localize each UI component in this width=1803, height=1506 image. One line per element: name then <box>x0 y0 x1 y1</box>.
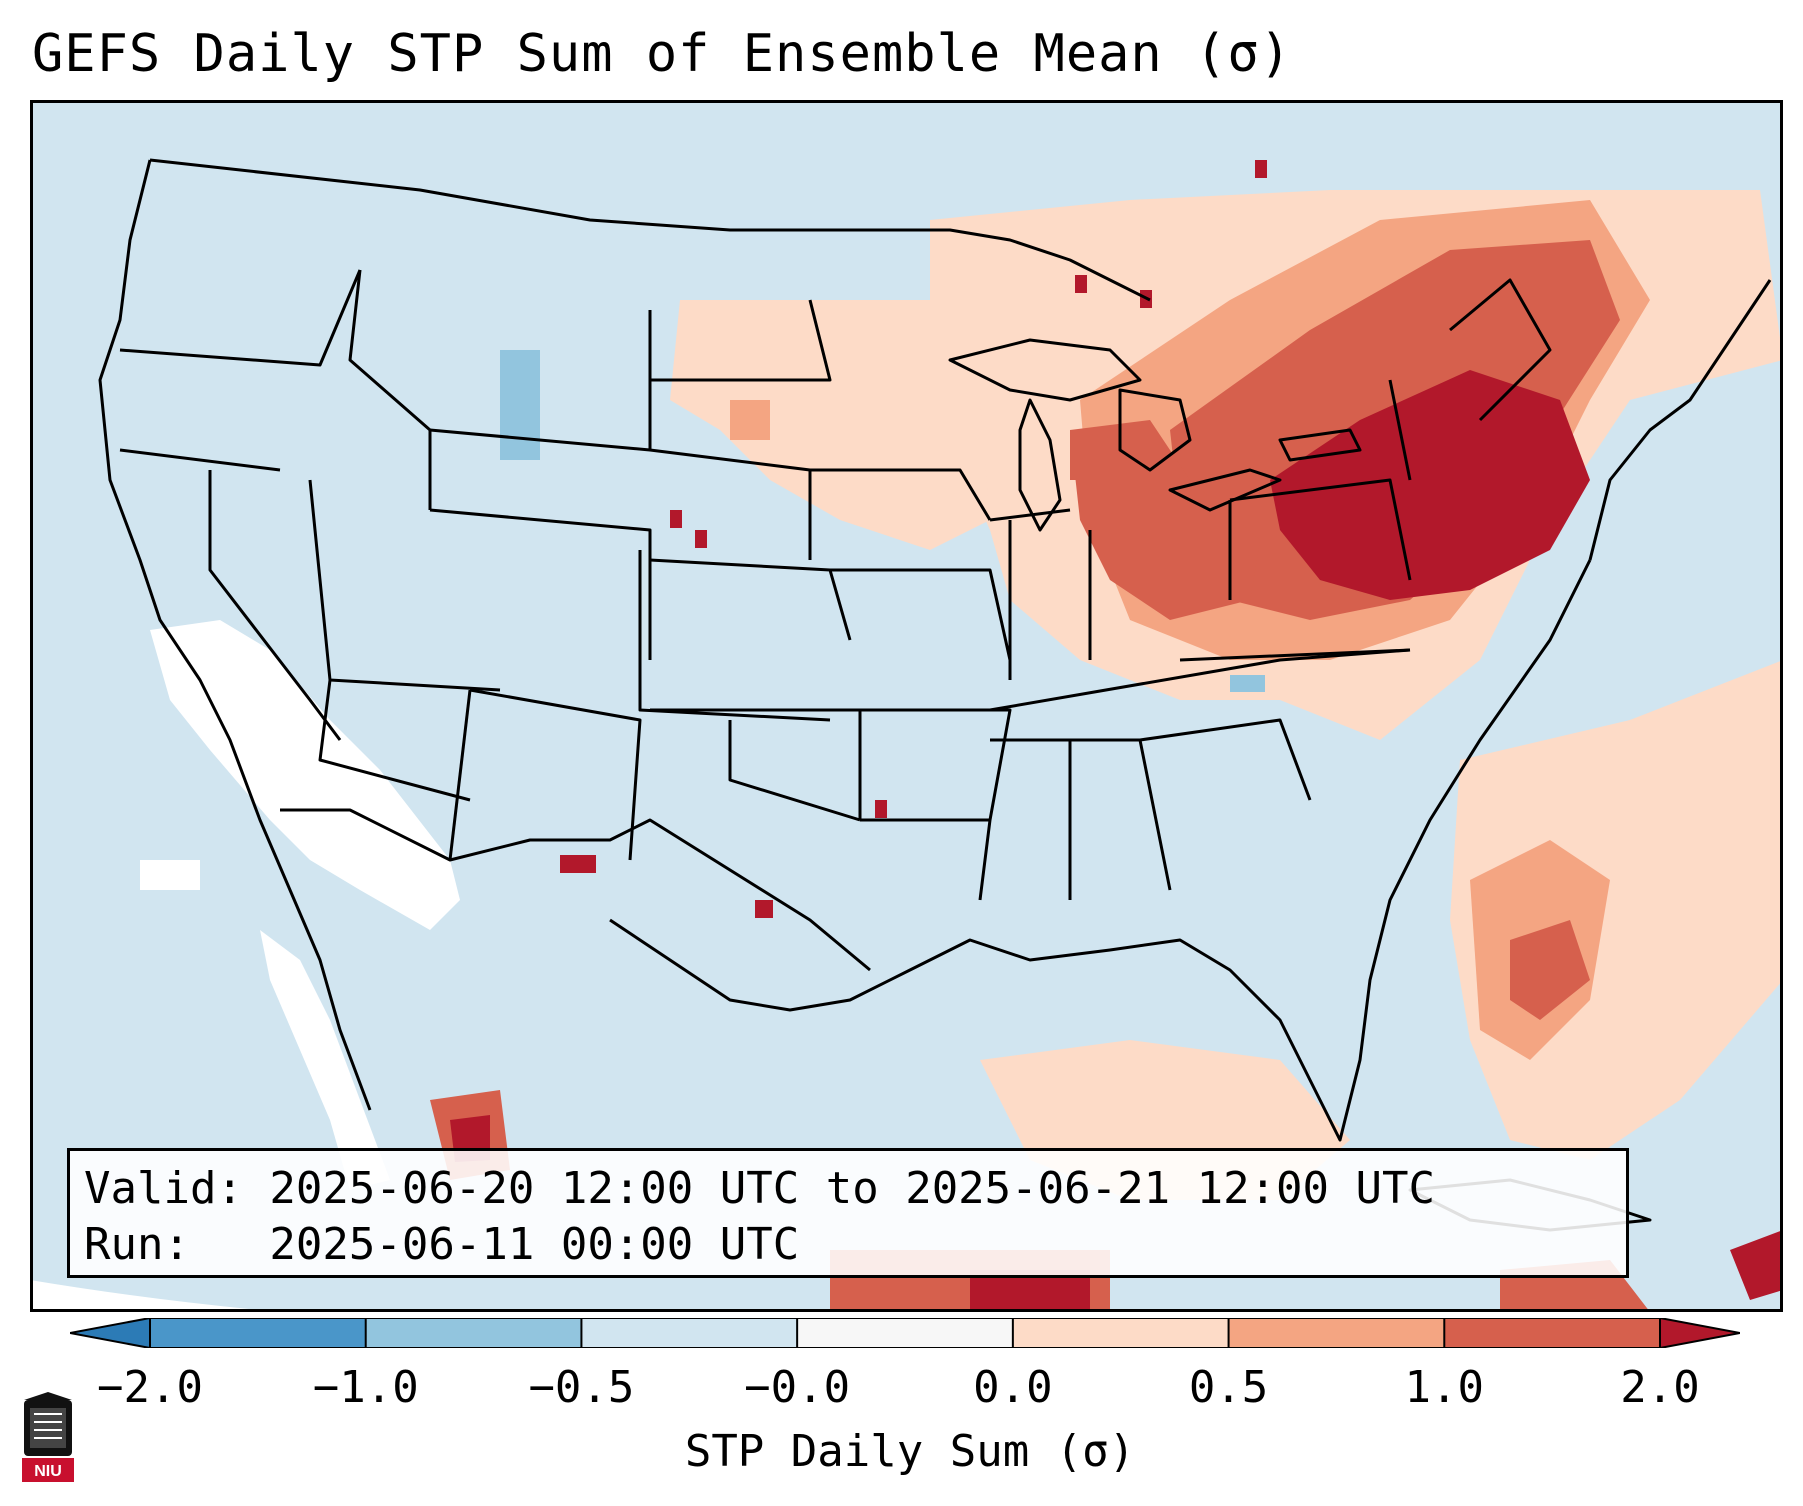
colorbar-tick-label: 0.5 <box>1188 1362 1269 1413</box>
state-line-co-ks <box>638 550 831 722</box>
data-cell <box>755 900 773 918</box>
valid-line: Valid: 2025-06-20 12:00 UTC to 2025-06-2… <box>84 1163 1436 1214</box>
state-line-me <box>1449 278 1552 422</box>
atlantic-red-core <box>1510 920 1590 1020</box>
sw-neutral-region <box>150 620 460 930</box>
mexico-us-border <box>280 808 871 972</box>
data-cell <box>1255 160 1267 178</box>
upper-midwest-light-red <box>670 300 990 550</box>
pacific-neutral-patch <box>140 860 200 890</box>
great-lake-michigan <box>1018 398 1062 532</box>
niu-logo-icon: NIU <box>22 1392 74 1482</box>
outside-globe-corner <box>30 1280 280 1312</box>
south-mexico-dark-red <box>970 1270 1090 1312</box>
data-cell <box>695 530 707 548</box>
valid-time-box: Valid: 2025-06-20 12:00 UTC to 2025-06-2… <box>67 1148 1629 1278</box>
data-cell <box>875 800 887 818</box>
colorbar-tick-label: −0.5 <box>528 1362 635 1413</box>
ne-dark-red-region <box>1270 370 1590 600</box>
idaho-light-blue <box>500 350 540 460</box>
state-line-id-mt <box>348 269 432 510</box>
colorbar-tick-label: 2.0 <box>1620 1362 1700 1413</box>
gulf-coastline <box>609 559 1592 1142</box>
state-line-ny-vt <box>1388 379 1412 481</box>
state-line-wi-il <box>989 508 1071 522</box>
colorbar-segment <box>150 1318 367 1348</box>
map-frame <box>30 100 1783 1312</box>
state-line-az-nm <box>448 689 472 861</box>
colorbar-segment <box>797 1318 1014 1348</box>
colorbar-segment <box>365 1318 582 1348</box>
colorbar-label: STP Daily Sum (σ) <box>684 1426 1136 1477</box>
state-line-nd-sd <box>650 299 832 382</box>
colorbar-tick-label: −0.0 <box>744 1362 851 1413</box>
great-lake-superior <box>948 338 1142 402</box>
great-lake-huron <box>1118 388 1192 472</box>
data-cell <box>670 510 682 528</box>
baja-neutral-region <box>260 930 390 1190</box>
state-line-nm-tx <box>469 688 642 861</box>
state-line-wa-or <box>119 269 362 367</box>
state-line-va-nc <box>1179 648 1411 662</box>
run-line: Run: 2025-06-11 00:00 UTC <box>84 1219 800 1270</box>
atlantic-coastline <box>1588 279 1772 561</box>
colorbar-segment <box>581 1318 798 1348</box>
map-panel <box>30 100 1783 1312</box>
data-cell <box>1075 275 1087 293</box>
nd-mid-red-patch <box>730 400 770 440</box>
colorbar-tick-label: −2.0 <box>97 1362 203 1413</box>
colorbar-tick-label: 0.0 <box>973 1362 1053 1413</box>
great-lake-ontario <box>1278 428 1362 462</box>
colorbar-segment <box>1228 1318 1445 1348</box>
logo-text: NIU <box>34 1463 62 1480</box>
data-field-layer <box>140 160 1783 1312</box>
state-line-ia-mo <box>830 568 1012 661</box>
state-line-or-ca <box>119 448 281 472</box>
great-lake-erie <box>1168 468 1282 512</box>
pacific-coastline <box>98 159 372 1111</box>
colorbar-extend-high <box>1660 1318 1740 1348</box>
state-line-mo-ar <box>860 708 1012 821</box>
state-line-ga-sc <box>1139 718 1312 801</box>
state-line-ut-az <box>318 679 471 802</box>
us-canada-border <box>149 158 1151 302</box>
state-line-ar-la <box>860 818 992 901</box>
colorbar-tick-label: 1.0 <box>1404 1362 1485 1413</box>
kentucky-light-blue <box>1230 675 1265 692</box>
colorbar-segment <box>1012 1318 1230 1348</box>
colorbar <box>70 1318 1740 1348</box>
chart-title: GEFS Daily STP Sum of Ensemble Mean (σ) <box>32 24 1292 84</box>
wi-mi-red-patch <box>1070 430 1120 480</box>
colorbar-segment <box>1444 1318 1661 1348</box>
data-cell <box>560 855 596 873</box>
colorbar-tick-label: −1.0 <box>312 1362 419 1413</box>
state-line-ok-tx <box>728 720 861 822</box>
colorbar-extend-low <box>70 1318 150 1348</box>
state-line-wy-co <box>429 508 652 660</box>
caribbean-dark-red <box>1730 1230 1783 1300</box>
state-line-pa-ny <box>1229 478 1412 581</box>
state-line-mn-ia <box>810 468 992 521</box>
